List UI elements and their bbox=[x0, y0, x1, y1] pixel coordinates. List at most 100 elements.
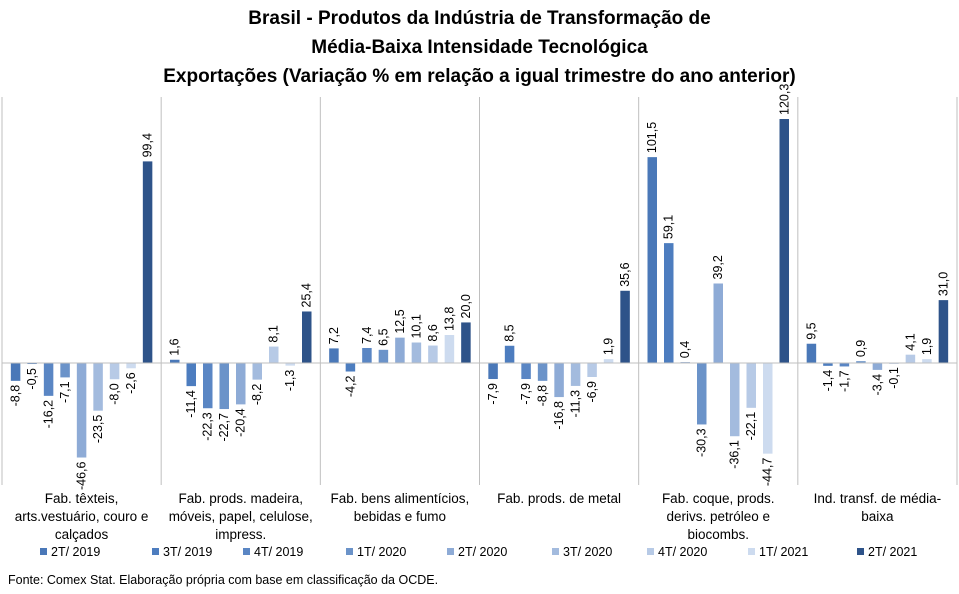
bar bbox=[93, 363, 103, 411]
data-label: -0,1 bbox=[887, 367, 901, 389]
legend-item: 3T/ 2020 bbox=[552, 544, 612, 560]
bar bbox=[76, 363, 87, 458]
legend-item: 4T/ 2020 bbox=[647, 544, 707, 560]
bar bbox=[302, 311, 312, 363]
legend-label: 2T/ 2020 bbox=[458, 545, 508, 559]
data-label: 6,5 bbox=[376, 328, 390, 345]
data-label: -16,8 bbox=[552, 401, 566, 430]
data-label: -1,7 bbox=[837, 370, 851, 392]
data-label: -3,4 bbox=[870, 374, 884, 396]
bar bbox=[126, 363, 136, 369]
data-label: -8,0 bbox=[108, 383, 122, 405]
data-label: 39,2 bbox=[711, 255, 725, 279]
bar bbox=[345, 363, 356, 372]
bar bbox=[537, 363, 548, 381]
data-label: 0,9 bbox=[854, 340, 868, 357]
bar bbox=[554, 363, 564, 398]
legend-label: 4T/ 2020 bbox=[658, 545, 708, 559]
bar bbox=[587, 363, 597, 377]
legend-item: 2T/ 2020 bbox=[447, 544, 507, 560]
data-label: 59,1 bbox=[662, 215, 676, 239]
data-label: 25,4 bbox=[300, 283, 314, 307]
bar bbox=[378, 349, 389, 363]
bar bbox=[411, 342, 422, 363]
bar bbox=[109, 363, 120, 380]
bar bbox=[236, 363, 246, 405]
data-label: -2,6 bbox=[124, 372, 138, 394]
bar bbox=[763, 363, 773, 454]
legend-swatch bbox=[647, 548, 654, 555]
data-label: 20,0 bbox=[459, 294, 473, 318]
data-label: 0,4 bbox=[678, 341, 692, 358]
legend-item: 2T/ 2021 bbox=[857, 544, 917, 560]
bar bbox=[938, 300, 949, 363]
data-label: 4,1 bbox=[903, 333, 917, 350]
legend-label: 3T/ 2020 bbox=[563, 545, 613, 559]
data-label: -30,3 bbox=[695, 428, 709, 457]
category-label: Fab. têxteis, arts.vestuário, couro e ca… bbox=[14, 491, 149, 542]
legend-label: 3T/ 2019 bbox=[163, 545, 213, 559]
bar bbox=[170, 359, 180, 363]
legend-item: 1T/ 2020 bbox=[346, 544, 406, 560]
legend-swatch bbox=[748, 548, 755, 555]
bar bbox=[60, 363, 70, 378]
bar bbox=[730, 363, 740, 437]
data-label: -0,5 bbox=[25, 368, 39, 390]
bar bbox=[504, 345, 515, 363]
bar bbox=[10, 363, 21, 381]
legend-item: 1T/ 2021 bbox=[748, 544, 808, 560]
data-label: 1,9 bbox=[920, 338, 934, 355]
legend-swatch bbox=[346, 548, 353, 555]
bar bbox=[203, 363, 213, 409]
bar bbox=[521, 363, 531, 380]
category-label: Fab. bens alimentícios, bebidas e fumo bbox=[330, 491, 470, 524]
legend-item: 2T/ 2019 bbox=[40, 544, 100, 560]
data-label: -8,8 bbox=[9, 385, 23, 407]
bar bbox=[186, 363, 196, 387]
bar bbox=[746, 363, 756, 408]
bar bbox=[395, 337, 405, 363]
data-label: -22,3 bbox=[201, 412, 215, 441]
legend-label: 1T/ 2021 bbox=[759, 545, 809, 559]
bar bbox=[922, 359, 932, 363]
data-label: 120,3 bbox=[777, 84, 791, 115]
bar bbox=[428, 345, 438, 363]
data-label: -44,7 bbox=[761, 458, 775, 487]
bar bbox=[219, 363, 229, 410]
data-label: 13,8 bbox=[442, 307, 456, 331]
legend-swatch bbox=[152, 548, 159, 555]
data-label: 8,6 bbox=[426, 324, 440, 341]
data-label: 1,6 bbox=[168, 338, 182, 355]
data-label: -1,4 bbox=[821, 370, 835, 392]
bar bbox=[905, 354, 916, 363]
bar bbox=[697, 363, 707, 425]
data-label: 7,4 bbox=[360, 327, 374, 344]
bar bbox=[269, 346, 279, 363]
bar bbox=[872, 363, 883, 370]
legend-swatch bbox=[552, 548, 559, 555]
data-label: -8,2 bbox=[250, 384, 264, 406]
chart-title-line-2: Média-Baixa Intensidade Tecnológica bbox=[311, 37, 648, 58]
bar bbox=[779, 119, 789, 363]
data-label: 8,5 bbox=[503, 324, 517, 341]
bar bbox=[713, 283, 723, 363]
data-label: -11,4 bbox=[184, 390, 198, 418]
bar bbox=[823, 363, 833, 366]
bar bbox=[603, 359, 614, 363]
category-label: Fab. prods. madeira, móveis, papel, celu… bbox=[168, 491, 313, 542]
data-label: -16,2 bbox=[42, 400, 56, 429]
legend-item: 4T/ 2019 bbox=[243, 544, 303, 560]
legend: 2T/ 2019 3T/ 2019 4T/ 2019 1T/ 2020 2T/ 2020… bbox=[0, 544, 959, 562]
bar bbox=[806, 343, 817, 363]
category-label: Ind. transf. de média-baixa bbox=[813, 491, 942, 524]
data-label: 101,5 bbox=[645, 122, 659, 153]
data-label: -4,2 bbox=[343, 375, 357, 397]
data-label: 7,2 bbox=[327, 327, 341, 344]
data-label: -22,1 bbox=[744, 412, 758, 441]
bar bbox=[461, 322, 471, 363]
chart-title-line-1: Brasil - Produtos da Indústria de Transf… bbox=[248, 8, 711, 29]
data-label: 35,6 bbox=[618, 262, 632, 286]
data-label: -6,9 bbox=[585, 381, 599, 403]
